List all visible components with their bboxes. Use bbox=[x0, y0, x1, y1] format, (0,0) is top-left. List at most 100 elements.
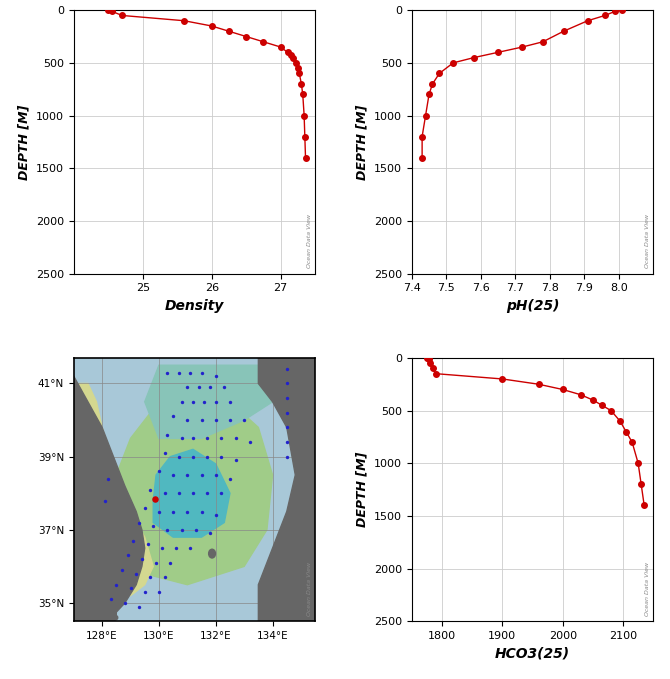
Point bbox=[145, 484, 155, 495]
Point bbox=[123, 550, 133, 561]
Text: Ocean Data View: Ocean Data View bbox=[307, 562, 312, 616]
Polygon shape bbox=[74, 603, 117, 621]
Polygon shape bbox=[74, 384, 153, 603]
Point bbox=[245, 437, 255, 447]
Point bbox=[196, 367, 207, 378]
Point bbox=[202, 433, 212, 444]
Point bbox=[210, 415, 221, 426]
Point bbox=[196, 415, 207, 426]
Point bbox=[205, 528, 216, 539]
Point bbox=[196, 469, 207, 480]
Point bbox=[134, 517, 145, 528]
Point bbox=[210, 397, 221, 407]
Circle shape bbox=[106, 608, 109, 612]
Point bbox=[103, 473, 113, 484]
Point bbox=[168, 506, 178, 517]
Point bbox=[230, 455, 241, 466]
Point bbox=[176, 433, 187, 444]
Point bbox=[194, 382, 204, 392]
Point bbox=[281, 452, 292, 462]
Point bbox=[188, 452, 198, 462]
X-axis label: Density: Density bbox=[165, 299, 224, 313]
Point bbox=[216, 488, 226, 498]
Point bbox=[174, 452, 184, 462]
Text: Ocean Data View: Ocean Data View bbox=[645, 214, 650, 268]
Point bbox=[174, 488, 184, 498]
Point bbox=[216, 452, 226, 462]
Point bbox=[139, 502, 150, 513]
Point bbox=[100, 495, 111, 506]
Point bbox=[131, 568, 141, 579]
Point bbox=[117, 565, 127, 576]
Point bbox=[188, 433, 198, 444]
Point bbox=[159, 447, 170, 458]
Point bbox=[153, 506, 164, 517]
Point bbox=[196, 506, 207, 517]
Point bbox=[182, 382, 193, 392]
Point bbox=[171, 543, 182, 553]
Point bbox=[281, 422, 292, 433]
Y-axis label: DEPTH [M]: DEPTH [M] bbox=[355, 104, 369, 179]
Point bbox=[159, 572, 170, 583]
Point bbox=[219, 382, 230, 392]
Polygon shape bbox=[259, 358, 315, 621]
Point bbox=[151, 557, 161, 568]
Point bbox=[281, 363, 292, 374]
Polygon shape bbox=[117, 391, 273, 585]
Point bbox=[105, 594, 116, 605]
Point bbox=[224, 397, 235, 407]
Point bbox=[239, 415, 249, 426]
Point bbox=[224, 415, 235, 426]
Point bbox=[182, 506, 193, 517]
Text: Ocean Data View: Ocean Data View bbox=[307, 214, 312, 268]
Circle shape bbox=[115, 616, 118, 619]
Point bbox=[188, 488, 198, 498]
Point bbox=[162, 367, 173, 378]
Point bbox=[153, 587, 164, 598]
Point bbox=[210, 469, 221, 480]
X-axis label: HCO3(25): HCO3(25) bbox=[495, 646, 570, 661]
X-axis label: pH(25): pH(25) bbox=[506, 299, 559, 313]
Point bbox=[176, 524, 187, 535]
Point bbox=[168, 469, 178, 480]
Point bbox=[156, 543, 167, 553]
Point bbox=[162, 524, 173, 535]
Point bbox=[148, 521, 159, 532]
Y-axis label: DEPTH [M]: DEPTH [M] bbox=[17, 104, 30, 179]
Circle shape bbox=[208, 549, 216, 558]
Polygon shape bbox=[153, 449, 230, 537]
Point bbox=[216, 433, 226, 444]
Point bbox=[210, 371, 221, 382]
Point bbox=[149, 494, 160, 504]
Y-axis label: DEPTH [M]: DEPTH [M] bbox=[355, 452, 369, 528]
Point bbox=[230, 433, 241, 444]
Point bbox=[205, 382, 216, 392]
Point bbox=[185, 367, 196, 378]
Point bbox=[153, 466, 164, 477]
Point bbox=[119, 598, 130, 608]
Polygon shape bbox=[145, 365, 287, 439]
Point bbox=[162, 429, 173, 440]
Point bbox=[281, 378, 292, 389]
Point bbox=[190, 524, 201, 535]
Point bbox=[159, 488, 170, 498]
Point bbox=[128, 535, 139, 546]
Point bbox=[139, 587, 150, 598]
Point bbox=[182, 415, 193, 426]
Polygon shape bbox=[131, 427, 253, 559]
Point bbox=[145, 572, 155, 583]
Point bbox=[188, 397, 198, 407]
Point bbox=[134, 601, 145, 612]
Polygon shape bbox=[74, 376, 145, 621]
Point bbox=[174, 367, 184, 378]
Point bbox=[137, 553, 147, 564]
Point bbox=[199, 397, 210, 407]
Point bbox=[281, 392, 292, 403]
Point bbox=[281, 407, 292, 418]
Point bbox=[111, 579, 122, 590]
Point bbox=[168, 411, 178, 422]
Point bbox=[125, 583, 136, 594]
Point bbox=[281, 437, 292, 447]
Point bbox=[165, 557, 176, 568]
Point bbox=[182, 469, 193, 480]
